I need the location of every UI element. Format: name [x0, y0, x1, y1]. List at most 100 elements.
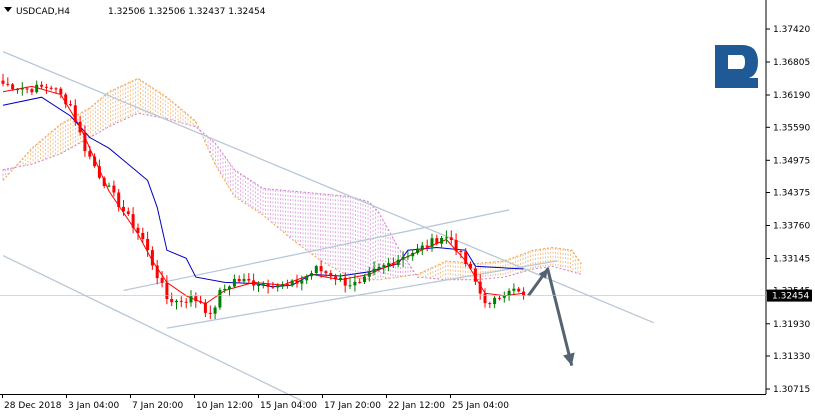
candle-body [35, 84, 39, 93]
y-tick-label: 1.31330 [773, 352, 810, 362]
candle-body [73, 105, 77, 122]
candle [25, 86, 29, 94]
candle [363, 274, 366, 284]
candle [305, 274, 309, 284]
forecast-arrow [527, 267, 575, 366]
x-tick-label: 28 Dec 2018 [4, 401, 62, 411]
brand-logo [715, 45, 758, 88]
candle [464, 248, 468, 267]
y-tick-label: 1.35590 [773, 123, 810, 133]
candle-body [237, 278, 241, 282]
candle [83, 125, 87, 157]
x-tick-label: 7 Jan 20:00 [132, 401, 184, 411]
y-tick-label: 1.33145 [773, 255, 810, 265]
candle [242, 273, 246, 284]
candle-body [179, 300, 183, 302]
candle [88, 145, 92, 160]
candle-body [155, 265, 159, 279]
candle [30, 87, 34, 96]
candle-body [425, 245, 429, 247]
candle-body [16, 89, 19, 91]
forecast-arrow-head-down [563, 352, 575, 366]
candle-body [367, 272, 371, 277]
candle [473, 265, 477, 285]
candle [266, 279, 270, 294]
candle [59, 87, 63, 99]
candle [449, 230, 453, 244]
candle-body [382, 265, 386, 267]
candle [411, 249, 415, 261]
y-tick-label: 1.36190 [773, 91, 810, 101]
candle [194, 292, 198, 308]
candle-body [401, 256, 405, 260]
x-tick-label: 15 Jan 04:00 [260, 401, 317, 411]
ascending-channel-top[interactable] [123, 209, 510, 292]
ascending-channel-bottom[interactable] [166, 260, 558, 329]
candle [49, 85, 53, 91]
candle [387, 258, 391, 272]
candle [208, 305, 212, 319]
candle-body [478, 281, 482, 294]
candle-body [314, 266, 318, 274]
candle-body [473, 268, 477, 282]
candle [416, 243, 419, 255]
candles [1, 73, 526, 320]
candle-body [396, 259, 400, 266]
candle [199, 295, 203, 304]
candle-body [522, 291, 526, 296]
candle-body [488, 303, 492, 305]
candle-body [189, 296, 193, 303]
candle-body [319, 266, 323, 272]
candle-body [44, 86, 48, 88]
candle [160, 271, 164, 288]
candle-body [203, 302, 207, 313]
candle [377, 263, 381, 272]
candle [203, 299, 207, 317]
candle [184, 298, 188, 309]
candle [40, 81, 44, 90]
candle [372, 261, 376, 276]
candle [401, 251, 405, 267]
candle [122, 200, 125, 216]
candle-body [305, 276, 309, 281]
candle [247, 273, 251, 284]
candle [285, 279, 289, 289]
candle [406, 251, 410, 260]
candle-body [78, 121, 82, 133]
candle [146, 231, 150, 257]
candle [440, 236, 444, 248]
candle-body [83, 132, 87, 152]
candle [1, 73, 5, 87]
candle [141, 227, 145, 244]
candle-body [517, 288, 521, 292]
candle [69, 100, 72, 107]
candle-body [102, 177, 106, 186]
candle-body [122, 206, 125, 212]
candle [459, 249, 463, 259]
candle-body [150, 250, 154, 266]
candle-body [194, 296, 198, 302]
candle [493, 295, 497, 309]
dropdown-triangle-icon[interactable] [4, 7, 12, 12]
candle [391, 257, 395, 268]
candle [102, 176, 106, 189]
candle [334, 273, 338, 286]
candle-body [343, 277, 347, 286]
candle-body [444, 237, 448, 239]
candle-body [218, 289, 222, 308]
lower-descending-channel[interactable] [2, 255, 307, 404]
candle [261, 281, 265, 289]
candle [117, 189, 121, 212]
candle-body [117, 192, 121, 207]
candle-body [440, 238, 444, 244]
candle-body [281, 284, 285, 286]
candle-body [223, 288, 227, 290]
candle-body [483, 293, 487, 304]
y-tick-label: 1.34375 [773, 189, 810, 199]
x-tick-label: 3 Jan 04:00 [68, 401, 120, 411]
candle-body [107, 185, 111, 187]
candle-body [290, 280, 294, 286]
